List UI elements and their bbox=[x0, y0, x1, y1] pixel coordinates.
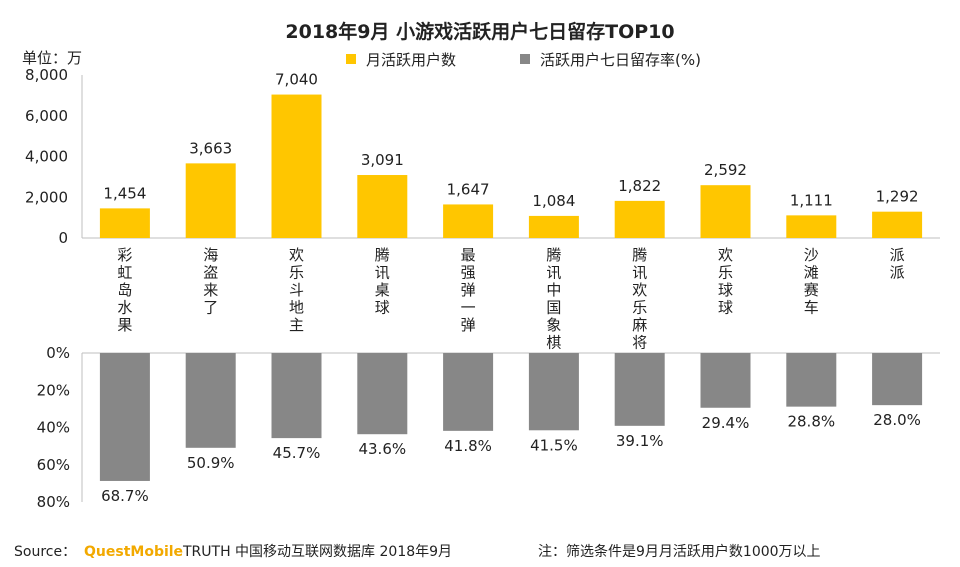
mau-bar bbox=[786, 215, 837, 238]
retention-value-label: 39.1% bbox=[616, 432, 664, 450]
top-y-tick-label: 2,000 bbox=[25, 188, 68, 206]
source-label: Source： bbox=[14, 544, 76, 560]
retention-value-label: 28.0% bbox=[873, 411, 921, 429]
questmobile-brand: QuestMobile bbox=[84, 544, 183, 560]
mau-bar bbox=[872, 211, 923, 238]
top-y-tick-label: 6,000 bbox=[25, 107, 68, 125]
retention-bar bbox=[99, 353, 150, 481]
unit-label: 单位：万 bbox=[22, 49, 82, 67]
footnote: 注：筛选条件是9月月活跃用户数1000万以上 bbox=[538, 543, 821, 560]
mau-value-label: 1,822 bbox=[618, 177, 661, 195]
top-y-tick-label: 0 bbox=[58, 229, 68, 247]
bottom-y-tick-label: 60% bbox=[37, 456, 70, 474]
retention-bar bbox=[185, 353, 236, 448]
retention-value-label: 29.4% bbox=[702, 414, 750, 432]
category-label: 欢乐斗地主 bbox=[289, 246, 304, 334]
mau-value-label: 1,111 bbox=[790, 191, 833, 209]
retention-value-label: 68.7% bbox=[101, 487, 149, 505]
mau-value-label: 7,040 bbox=[275, 71, 318, 89]
retention-bar bbox=[357, 353, 408, 435]
category-label: 海盗来了 bbox=[203, 246, 218, 317]
retention-bar bbox=[872, 353, 923, 406]
category-labels: 彩虹岛水果 海盗来了 欢乐斗地主 腾讯桌球 最强弹一弹 腾讯中国象棋 腾讯欢乐麻将 欢乐球球 沙… bbox=[117, 246, 904, 352]
category-label: 沙滩赛车 bbox=[804, 246, 819, 317]
category-label: 腾讯桌球 bbox=[375, 246, 390, 317]
category-label: 派派 bbox=[890, 246, 905, 282]
category-label: 腾讯欢乐麻将 bbox=[632, 246, 647, 352]
top-y-tick-label: 8,000 bbox=[25, 66, 68, 84]
mau-bar bbox=[700, 185, 751, 238]
mau-bar bbox=[271, 94, 322, 238]
bottom-y-tick-label: 20% bbox=[37, 381, 70, 399]
category-label: 欢乐球球 bbox=[718, 246, 733, 317]
retention-value-label: 41.8% bbox=[444, 437, 492, 455]
mau-bar bbox=[528, 215, 579, 238]
bottom-y-tick-label: 0% bbox=[46, 344, 70, 362]
legend-swatch-mau bbox=[346, 54, 356, 64]
retention-value-label: 28.8% bbox=[787, 413, 835, 431]
mau-value-label: 1,647 bbox=[447, 180, 490, 198]
bottom-plot: 0% 20% 40% 60% 80% 68.7% 50.9% 45.7% 43.6% 41.8% 4… bbox=[37, 344, 940, 511]
bottom-y-tick-label: 80% bbox=[37, 493, 70, 511]
category-label: 彩虹岛水果 bbox=[117, 246, 132, 334]
source-text: TRUTH 中国移动互联网数据库 2018年9月 bbox=[182, 544, 452, 560]
mau-bar bbox=[99, 208, 150, 238]
legend-label-retention: 活跃用户七日留存率(%) bbox=[540, 51, 701, 69]
category-label: 最强弹一弹 bbox=[461, 246, 476, 334]
chart-title: 2018年9月 小游戏活跃用户七日留存TOP10 bbox=[285, 20, 674, 43]
retention-bar bbox=[271, 353, 322, 439]
mau-value-label: 1,454 bbox=[103, 184, 146, 202]
retention-value-label: 43.6% bbox=[358, 440, 406, 458]
mau-value-label: 1,292 bbox=[876, 188, 919, 206]
mau-value-label: 3,091 bbox=[361, 151, 404, 169]
retention-bar bbox=[614, 353, 665, 426]
mau-value-label: 3,663 bbox=[189, 139, 232, 157]
retention-bar bbox=[443, 353, 494, 431]
mau-value-label: 1,084 bbox=[532, 192, 575, 210]
retention-bar bbox=[786, 353, 837, 407]
retention-value-label: 45.7% bbox=[273, 444, 321, 462]
retention-value-label: 50.9% bbox=[187, 454, 235, 472]
legend-label-mau: 月活跃用户数 bbox=[366, 51, 456, 69]
mau-bar bbox=[357, 175, 408, 238]
retention-bar bbox=[528, 353, 579, 431]
top-y-tick-label: 4,000 bbox=[25, 148, 68, 166]
top-plot: 0 2,000 4,000 6,000 8,000 1,454 3,663 7,040 3,09… bbox=[25, 66, 940, 247]
bottom-y-tick-label: 40% bbox=[37, 419, 70, 437]
mau-bar bbox=[443, 204, 494, 238]
legend-swatch-retention bbox=[520, 54, 530, 64]
retention-value-label: 41.5% bbox=[530, 436, 578, 454]
retention-bar bbox=[700, 353, 751, 408]
mau-value-label: 2,592 bbox=[704, 161, 747, 179]
category-label: 腾讯中国象棋 bbox=[546, 246, 561, 352]
mau-bar bbox=[185, 163, 236, 238]
mau-bar bbox=[614, 200, 665, 238]
